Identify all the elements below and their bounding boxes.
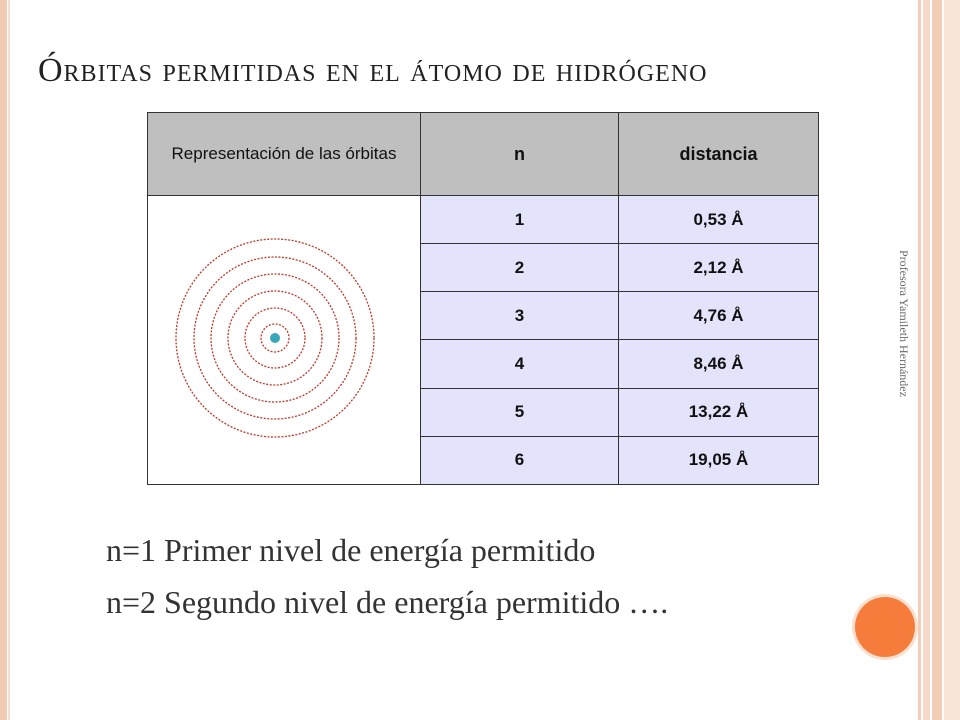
- author-watermark: Profesora Yamileth Hernández: [897, 250, 911, 397]
- cell-distance: 8,46 Å: [618, 339, 819, 389]
- header-n: n: [420, 112, 619, 196]
- right-stripe: [918, 0, 921, 720]
- cell-n: 3: [420, 291, 619, 341]
- nucleus: [270, 333, 280, 343]
- orbit-ring: [193, 256, 357, 420]
- cell-n: 6: [420, 435, 619, 486]
- body-line: n=1 Primer nivel de energía permitido: [106, 532, 596, 568]
- orbit-ring: [227, 290, 323, 386]
- header-distance: distancia: [618, 112, 819, 196]
- slide-title: Órbitas permitidas en el átomo de hidróg…: [38, 52, 708, 89]
- table-row: 4 8,46 Å: [148, 339, 819, 389]
- left-border: [0, 0, 7, 720]
- orbit-ring: [260, 323, 290, 353]
- header-representation: Representación de las órbitas: [147, 112, 421, 196]
- orbit-table: Representación de las órbitas n distanci…: [147, 112, 819, 486]
- decorative-orange-circle: [855, 597, 915, 657]
- orbit-diagram: [175, 238, 375, 438]
- cell-n: 1: [420, 194, 619, 245]
- right-stripe: [923, 0, 930, 720]
- cell-n: 4: [420, 339, 619, 389]
- cell-n: 2: [420, 243, 619, 293]
- table-row: 6 19,05 Å: [148, 435, 819, 486]
- cell-distance: 19,05 Å: [618, 435, 819, 486]
- left-border-line: [8, 0, 10, 720]
- body-line: n=2 Segundo nivel de energía permitido ……: [106, 584, 669, 620]
- orbit-diagram-cell: [147, 195, 421, 485]
- table-row: 5 13,22 Å: [148, 387, 819, 437]
- table-header-row: Representación de las órbitas n distanci…: [147, 112, 819, 196]
- orbit-ring: [210, 273, 340, 403]
- orbit-ring: [244, 307, 306, 369]
- cell-distance: 2,12 Å: [618, 243, 819, 293]
- cell-n: 5: [420, 387, 619, 437]
- orbit-ring: [175, 238, 375, 438]
- table-row: 1 0,53 Å: [147, 194, 819, 485]
- cell-distance: 4,76 Å: [618, 291, 819, 341]
- cell-distance: 0,53 Å: [618, 194, 819, 245]
- table-row: 3 4,76 Å: [148, 291, 819, 341]
- cell-distance: 13,22 Å: [618, 387, 819, 437]
- right-stripe: [932, 0, 942, 720]
- body-text: n=1 Primer nivel de energía permitido n=…: [106, 528, 668, 632]
- right-stripe: [944, 0, 960, 720]
